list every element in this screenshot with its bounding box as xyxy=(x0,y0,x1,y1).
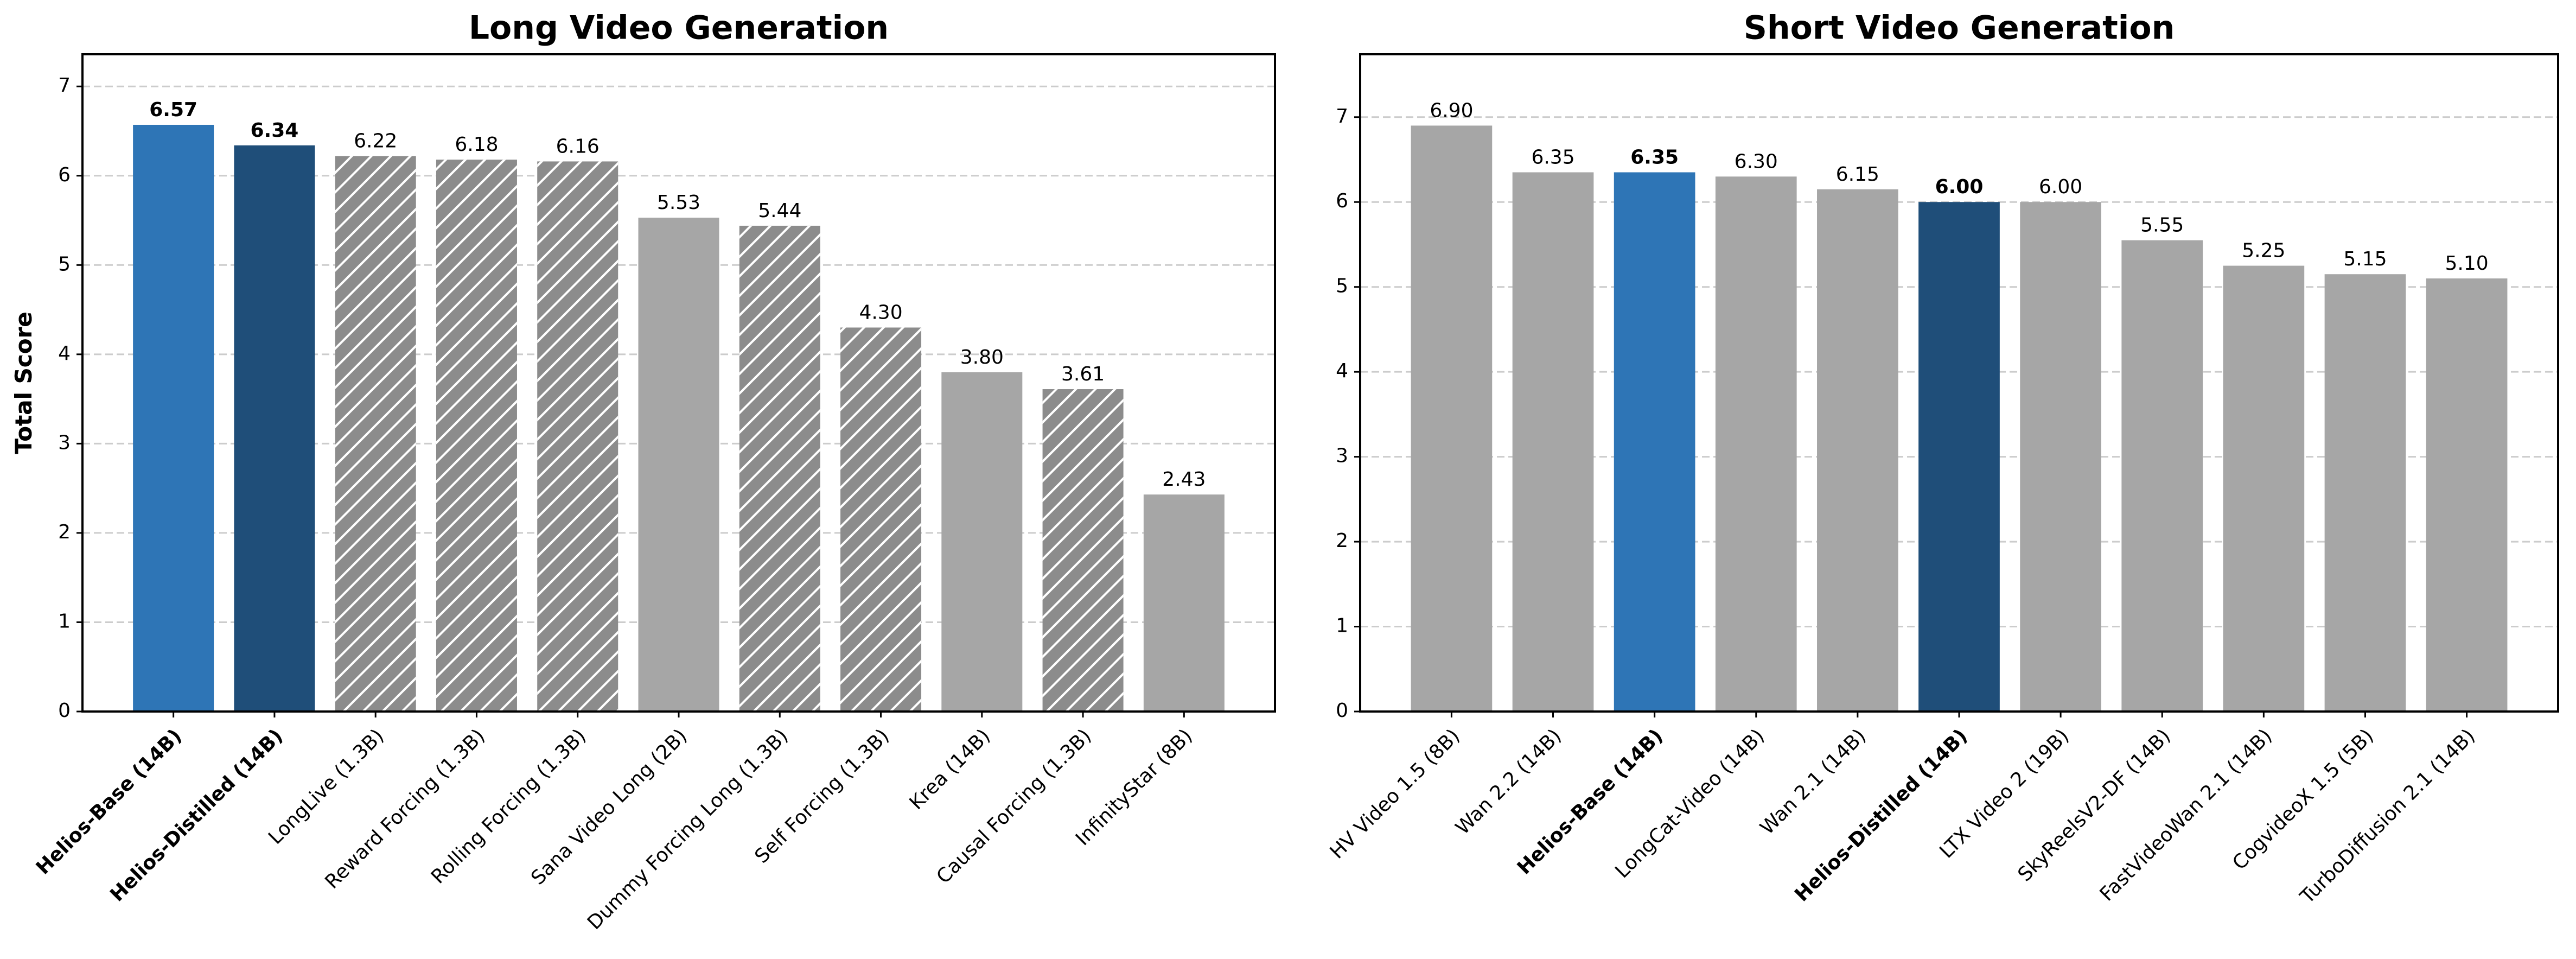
x-tick-label: Helios-Distilled (14B) xyxy=(106,725,287,906)
value-label: 6.16 xyxy=(556,135,600,157)
y-tick-label: 4 xyxy=(58,342,71,365)
y-tick-label: 3 xyxy=(58,431,71,454)
bar xyxy=(133,124,214,712)
axes-frame xyxy=(81,53,1276,713)
y-tick-label: 7 xyxy=(1336,105,1348,128)
y-tick-label: 2 xyxy=(1336,530,1348,552)
bar xyxy=(941,372,1023,712)
value-label: 5.10 xyxy=(2445,252,2489,275)
y-tick-label: 3 xyxy=(1336,445,1348,467)
value-label: 6.00 xyxy=(2039,176,2082,198)
value-label: 3.80 xyxy=(960,346,1004,369)
y-tick-label: 5 xyxy=(1336,275,1348,297)
bar xyxy=(638,218,719,712)
y-tick-label: 1 xyxy=(58,610,71,632)
axes-frame xyxy=(1359,53,2559,713)
chart-title: Long Video Generation xyxy=(469,9,889,47)
y-tick-label: 0 xyxy=(58,700,71,722)
x-tick-label: HV Video 1.5 (8B) xyxy=(1326,725,1464,863)
value-label: 4.30 xyxy=(859,301,902,323)
value-label: 5.15 xyxy=(2343,248,2387,270)
value-label: 6.34 xyxy=(251,119,299,142)
value-label: 5.55 xyxy=(2140,214,2184,237)
value-label: 6.30 xyxy=(1735,150,1778,173)
value-label: 2.43 xyxy=(1162,468,1206,491)
bar xyxy=(1411,125,1493,712)
bar xyxy=(1715,176,1797,712)
x-tick-label: Reward Forcing (1.3B) xyxy=(321,725,489,893)
value-label: 5.25 xyxy=(2242,240,2285,262)
x-tick-label: Wan 2.2 (14B) xyxy=(1451,725,1566,839)
value-label: 5.53 xyxy=(657,192,700,214)
x-tick-label: Helios-Distilled (14B) xyxy=(1790,725,1972,906)
value-label: 6.00 xyxy=(1935,176,1984,198)
bar xyxy=(2020,202,2101,712)
x-tick-label: Dummy Forcing Long (1.3B) xyxy=(583,725,793,934)
bar-hatch xyxy=(436,160,517,712)
bar xyxy=(1918,202,2000,712)
bar-hatch xyxy=(840,327,922,712)
value-label: 6.18 xyxy=(455,134,498,156)
x-tick-label: Wan 2.1 (14B) xyxy=(1756,725,1871,839)
chart-title: Short Video Generation xyxy=(1744,9,2175,47)
bar xyxy=(2223,265,2305,712)
y-tick-label: 6 xyxy=(1336,190,1348,212)
value-label: 6.22 xyxy=(354,130,397,153)
bar xyxy=(1143,494,1225,712)
y-tick-label: 6 xyxy=(58,164,71,186)
x-tick-label: TurboDiffusion 2.1 (14B) xyxy=(2296,725,2479,908)
bar-hatch xyxy=(739,225,820,712)
x-tick-label: FastVideoWan 2.1 (14B) xyxy=(2096,725,2277,905)
bar xyxy=(1512,172,1594,712)
value-label: 6.90 xyxy=(1430,99,1473,122)
bar-hatch xyxy=(537,161,619,712)
bar xyxy=(2121,240,2203,712)
value-label: 6.15 xyxy=(1836,163,1879,186)
value-label: 6.57 xyxy=(149,99,197,121)
y-tick-label: 1 xyxy=(1336,615,1348,637)
y-tick-label: 7 xyxy=(58,74,71,97)
bar xyxy=(2426,278,2508,712)
bar-hatch xyxy=(335,156,416,712)
y-axis-label: Total Score xyxy=(10,312,37,454)
y-tick-label: 5 xyxy=(58,253,71,275)
value-label: 3.61 xyxy=(1061,363,1105,385)
bar xyxy=(2324,274,2406,712)
value-label: 6.35 xyxy=(1630,146,1679,168)
y-tick-label: 2 xyxy=(58,521,71,543)
y-axis-label: Total Score xyxy=(10,312,37,454)
y-tick-label: 4 xyxy=(1336,360,1348,382)
bar xyxy=(1817,189,1898,712)
bar xyxy=(234,145,315,712)
x-tick-label: Krea (14B) xyxy=(906,725,995,814)
value-label: 5.44 xyxy=(758,200,801,222)
y-tick-label: 0 xyxy=(1336,700,1348,722)
bar xyxy=(1614,172,1695,712)
value-label: 6.35 xyxy=(1531,146,1574,168)
bar-hatch xyxy=(1042,389,1124,712)
